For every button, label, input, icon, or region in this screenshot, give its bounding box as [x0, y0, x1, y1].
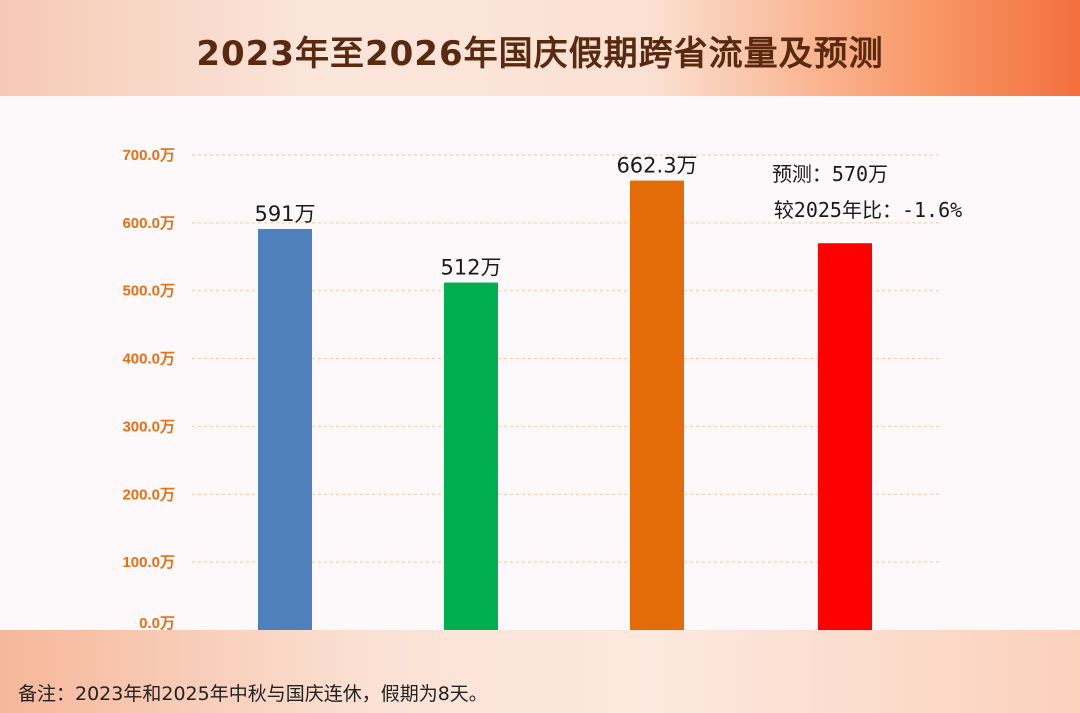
chart-title: 2023年至2026年国庆假期跨省流量及预测	[196, 34, 884, 74]
data-label: 662.3万	[616, 154, 697, 178]
y-tick-label: 0.0万	[139, 615, 175, 630]
y-tick-label: 200.0万	[122, 486, 175, 503]
footnote: 备注：2023年和2025年中秋与国庆连休，假期为8天。	[18, 683, 488, 705]
change-annotation: 较2025年比：-1.6%	[774, 198, 962, 222]
bar-3	[630, 180, 684, 630]
title-banner: 2023年至2026年国庆假期跨省流量及预测	[0, 0, 1080, 96]
chart-area: 0.0万 100.0万 200.0万 300.0万 400.0万 500.0万 600.0万…	[0, 96, 1080, 630]
bar-2	[444, 282, 498, 630]
bar-1	[258, 228, 312, 630]
bar-chart: 0.0万 100.0万 200.0万 300.0万 400.0万 500.0万 600.0万…	[122, 147, 962, 630]
data-label: 591万	[254, 202, 315, 226]
y-tick-label: 300.0万	[122, 418, 175, 435]
footer-band	[0, 630, 1080, 713]
y-tick-label: 700.0万	[122, 147, 175, 164]
bar-4	[818, 243, 872, 630]
y-tick-label: 500.0万	[122, 283, 175, 300]
forecast-annotation: 预测：570万	[772, 162, 888, 186]
data-label: 512万	[440, 256, 501, 280]
y-tick-label: 400.0万	[122, 351, 175, 368]
y-tick-label: 100.0万	[122, 554, 175, 571]
y-tick-label: 600.0万	[122, 215, 175, 232]
